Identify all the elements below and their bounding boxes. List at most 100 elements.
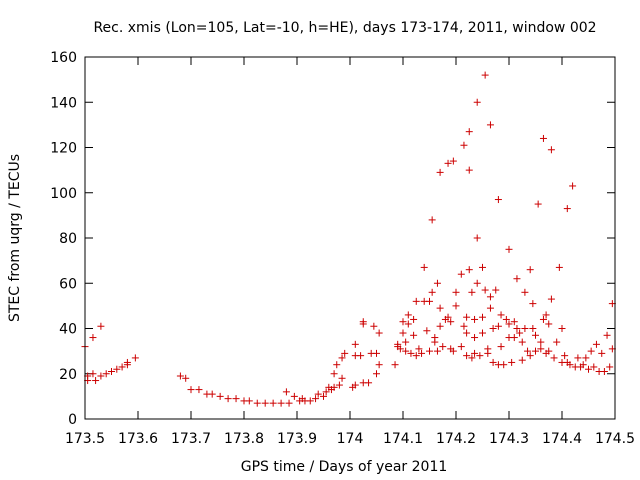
- data-point: [208, 390, 216, 398]
- data-point: [553, 338, 561, 346]
- data-point: [497, 343, 505, 351]
- data-point: [97, 322, 105, 330]
- data-point: [486, 304, 494, 312]
- data-point: [592, 340, 600, 348]
- data-point: [587, 347, 595, 355]
- data-point: [563, 205, 571, 213]
- data-point: [410, 331, 418, 339]
- data-point: [484, 349, 492, 357]
- data-point: [370, 322, 378, 330]
- data-point: [399, 318, 407, 326]
- data-point: [566, 361, 574, 369]
- data-point: [290, 392, 298, 400]
- data-point: [534, 200, 542, 208]
- data-point: [402, 347, 410, 355]
- data-point: [187, 386, 195, 394]
- x-tick-label: 174.4: [542, 431, 582, 447]
- data-point: [338, 374, 346, 382]
- data-point: [391, 361, 399, 369]
- data-point: [603, 331, 611, 339]
- data-point: [529, 300, 537, 308]
- data-point: [550, 354, 558, 362]
- data-point: [473, 279, 481, 287]
- data-point: [282, 388, 290, 396]
- data-point: [423, 327, 431, 335]
- data-point: [526, 266, 534, 274]
- data-point: [489, 325, 497, 332]
- data-point: [322, 388, 330, 396]
- data-point: [224, 395, 232, 403]
- data-point: [452, 302, 460, 310]
- data-point: [468, 288, 476, 296]
- y-axis-label: STEC from uqrg / TECUs: [7, 154, 23, 322]
- data-point: [590, 363, 598, 371]
- data-point: [412, 297, 420, 305]
- plot-frame: [84, 56, 616, 420]
- data-point: [521, 325, 529, 332]
- data-point: [407, 349, 415, 357]
- data-point: [399, 329, 407, 337]
- data-point: [537, 338, 545, 346]
- data-point: [182, 374, 190, 382]
- data-point: [447, 318, 455, 326]
- y-tick-label: 40: [59, 322, 77, 338]
- data-point: [539, 315, 547, 323]
- data-point: [463, 329, 471, 337]
- data-point: [452, 288, 460, 296]
- data-point: [123, 358, 131, 366]
- data-point: [216, 392, 224, 400]
- data-point: [357, 352, 365, 360]
- data-point: [433, 347, 441, 355]
- data-point: [585, 365, 592, 373]
- data-point: [486, 293, 494, 301]
- data-point: [108, 367, 115, 375]
- data-point: [433, 279, 441, 287]
- data-point: [547, 295, 555, 303]
- data-point: [574, 354, 582, 362]
- data-point: [436, 168, 444, 176]
- data-point: [539, 134, 547, 142]
- data-point: [89, 334, 97, 342]
- data-point: [415, 345, 423, 353]
- x-tick-label: 173.6: [118, 431, 158, 447]
- data-point: [569, 182, 577, 190]
- y-tick-label: 0: [68, 412, 77, 428]
- data-point: [468, 354, 476, 362]
- data-point: [404, 320, 412, 328]
- data-point: [320, 392, 327, 400]
- data-point: [426, 347, 433, 355]
- data-point: [524, 347, 532, 355]
- data-point: [396, 345, 404, 353]
- data-point: [473, 234, 481, 242]
- data-point: [518, 356, 526, 364]
- data-point: [89, 370, 97, 378]
- x-tick-label: 174: [337, 431, 364, 447]
- data-points: [81, 71, 616, 407]
- data-point: [351, 381, 359, 389]
- data-point: [373, 370, 380, 378]
- data-point: [261, 399, 269, 407]
- data-point: [359, 318, 367, 326]
- data-point: [118, 363, 126, 371]
- data-point: [333, 361, 341, 369]
- data-point: [457, 343, 465, 351]
- data-point: [457, 270, 465, 278]
- x-tick-label: 173.5: [65, 431, 105, 447]
- data-point: [465, 166, 473, 174]
- data-point: [195, 386, 203, 394]
- data-point: [471, 349, 479, 357]
- data-point: [542, 311, 550, 319]
- data-point: [513, 325, 521, 332]
- x-tick-label: 174.2: [436, 431, 476, 447]
- data-point: [479, 263, 486, 271]
- data-point: [465, 266, 473, 274]
- data-point: [404, 311, 412, 319]
- x-tick-label: 173.9: [277, 431, 317, 447]
- data-point: [529, 325, 537, 332]
- data-point: [505, 320, 513, 328]
- y-tick-label: 80: [59, 231, 77, 247]
- data-point: [439, 343, 447, 351]
- data-point: [341, 349, 349, 357]
- data-point: [516, 329, 524, 337]
- data-point: [486, 121, 494, 129]
